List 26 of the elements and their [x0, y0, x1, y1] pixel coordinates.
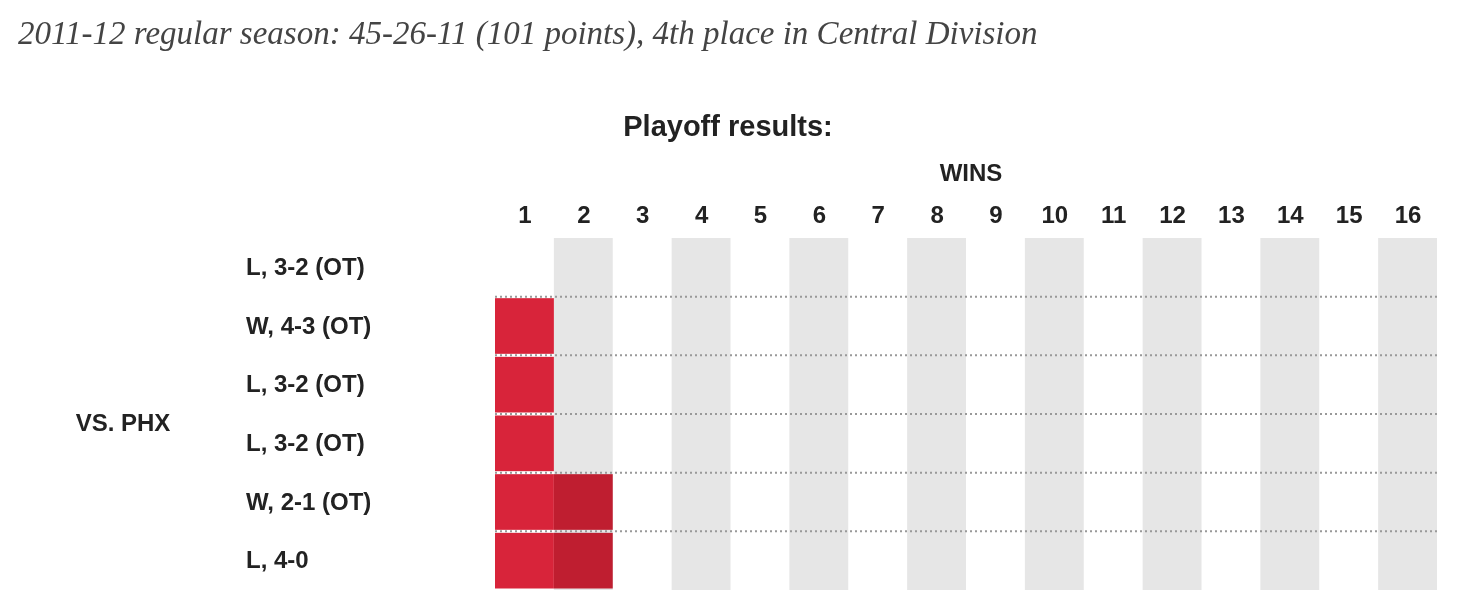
x-tick-label: 8: [930, 201, 944, 228]
y-tick-label: L, 3-2 (OT): [246, 429, 365, 457]
x-tick-label: 1: [518, 201, 532, 228]
y-tick-label: W, 4-3 (OT): [246, 311, 372, 339]
x-tick-label: 6: [812, 201, 826, 228]
y-tick-label: L, 3-2 (OT): [246, 253, 365, 281]
x-tick-label: 7: [871, 201, 885, 228]
x-axis-title: WINS: [939, 159, 1003, 186]
y-tick-label: L, 4-0: [246, 546, 309, 574]
x-tick-label: 11: [1101, 201, 1127, 228]
x-tick-label: 16: [1394, 201, 1422, 228]
x-tick-label: 2: [577, 201, 591, 228]
chart-subtitle: Playoff results:: [623, 110, 833, 142]
x-tick-label: 12: [1159, 201, 1186, 228]
x-tick-label: 10: [1041, 201, 1069, 228]
x-tick-label: 9: [989, 201, 1003, 228]
x-tick-label: 15: [1335, 201, 1363, 228]
text: VS. PHX: [75, 409, 171, 436]
x-tick-label: 3: [636, 201, 650, 228]
x-tick-label: 14: [1276, 201, 1305, 228]
y-tick-label: W, 2-1 (OT): [246, 487, 372, 515]
x-tick-label: 13: [1218, 201, 1245, 228]
x-tick-label: 4: [694, 201, 709, 228]
chart-title: 2011-12 regular season: 45-26-11 (101 points), 4th place in Central Division: [18, 15, 1038, 52]
x-tick-label: 5: [753, 201, 768, 228]
y-tick-label: L, 3-2 (OT): [246, 370, 365, 398]
